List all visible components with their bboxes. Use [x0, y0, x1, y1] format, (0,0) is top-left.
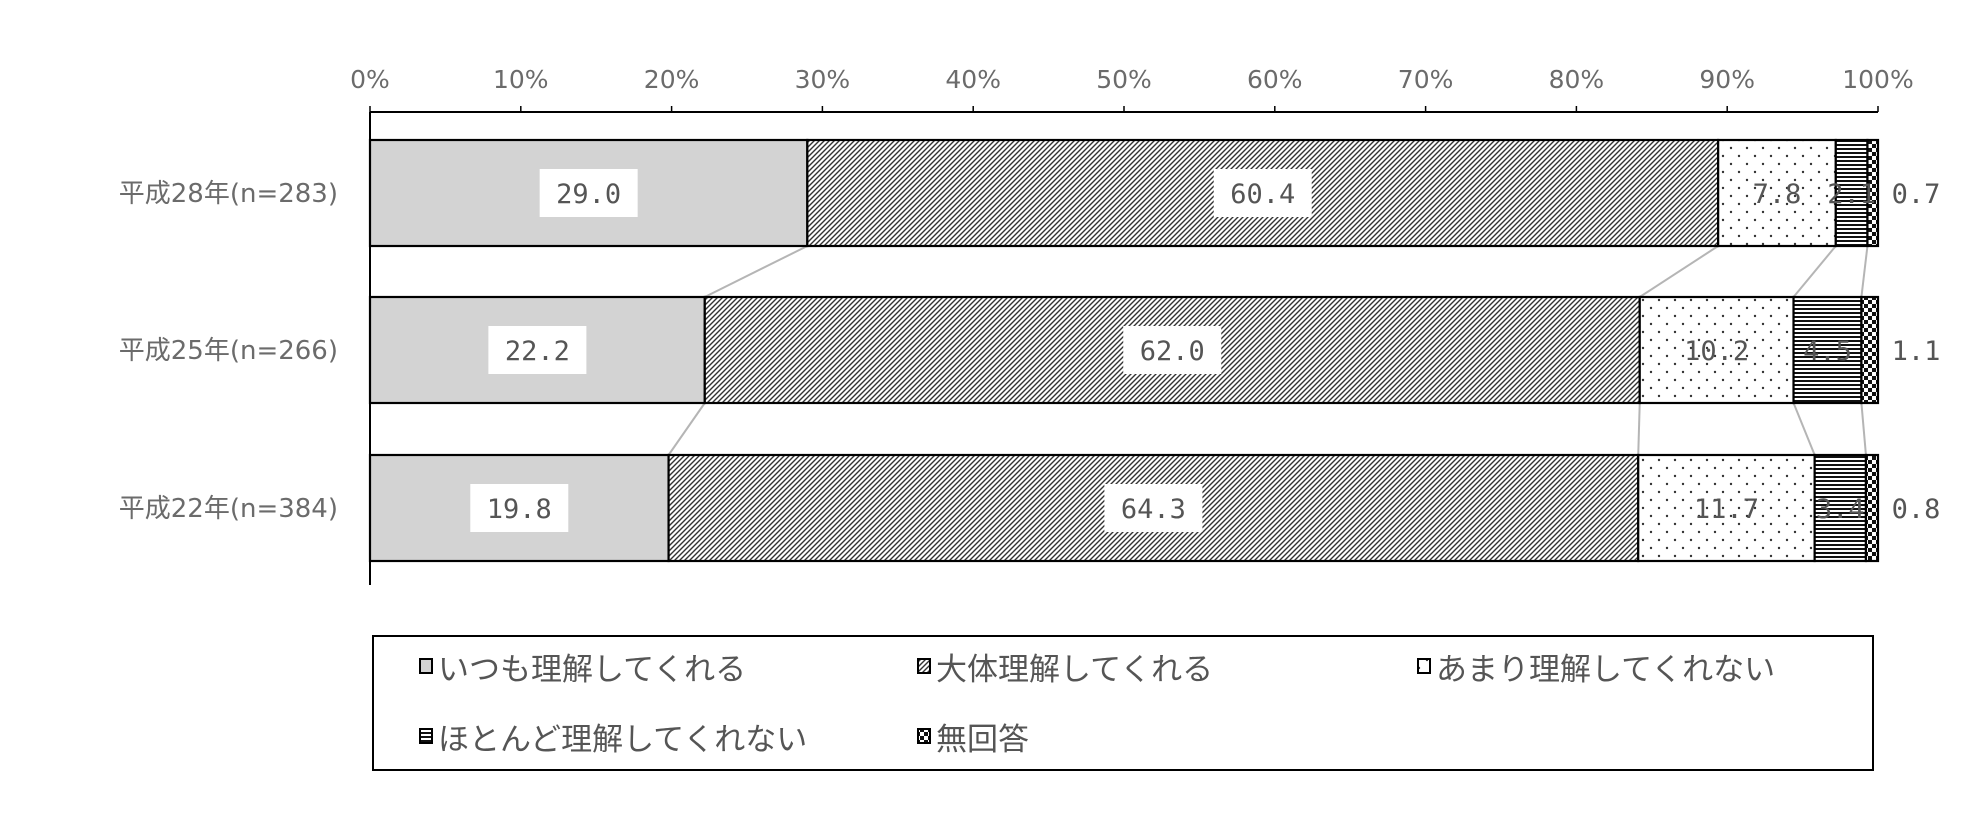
legend-label: あまり理解してくれない — [1436, 652, 1775, 688]
data-label-box — [488, 326, 587, 374]
data-label: 62.0 — [1140, 336, 1205, 367]
category-label: 平成25年(n=266) — [119, 336, 338, 366]
series-connector-line — [667, 402, 706, 456]
bar-segment — [1717, 138, 1837, 248]
data-label-box — [1213, 169, 1312, 217]
category-labels: 平成28年(n=283) 平成25年(n=266) 平成22年(n=384) — [119, 179, 338, 524]
legend-label: ほとんど理解してくれない — [438, 722, 807, 758]
data-label: 0.8 — [1892, 494, 1941, 525]
data-label: 2.1 — [1827, 179, 1876, 210]
x-tick-label: 10% — [493, 65, 549, 94]
data-label: 4.5 — [1803, 336, 1852, 367]
data-label: 3.4 — [1816, 494, 1865, 525]
legend-label: 無回答 — [936, 722, 1029, 758]
bar-segment — [1637, 453, 1816, 563]
legend: いつも理解してくれる 大体理解してくれる あまり理解してくれないほとんど理解してくれ… — [372, 635, 1874, 771]
bar-segment — [1864, 453, 1880, 563]
bar-segment — [1638, 295, 1795, 405]
legend-box — [372, 635, 1874, 771]
series-connector-lines — [667, 245, 1869, 456]
x-tick-label: 20% — [644, 65, 700, 94]
x-tick-label: 90% — [1699, 65, 1755, 94]
data-label-box — [1104, 484, 1203, 532]
legend-swatch — [1417, 658, 1431, 674]
data-label: 22.2 — [505, 336, 570, 367]
x-tick-label: 0% — [350, 65, 390, 94]
legend-swatch — [917, 658, 931, 674]
legend-label: 大体理解してくれる — [936, 652, 1213, 688]
x-axis: 0% 10% 20% 30% 40% 50% 60% 70% 80% 90% 100% — [350, 65, 1914, 585]
category-label: 平成22年(n=384) — [119, 494, 338, 524]
data-label: 19.8 — [487, 494, 552, 525]
data-label: 11.7 — [1694, 494, 1759, 525]
bar-segment — [1860, 295, 1880, 405]
x-tick-label: 80% — [1549, 65, 1605, 94]
data-label: 64.3 — [1121, 494, 1186, 525]
bar-segment — [1813, 453, 1868, 563]
data-label: 10.2 — [1684, 336, 1749, 367]
series-connector-line — [1639, 245, 1719, 298]
x-tick-label: 50% — [1096, 65, 1152, 94]
x-tick-label: 70% — [1398, 65, 1454, 94]
data-label: 60.4 — [1230, 179, 1295, 210]
x-tick-label: 100% — [1842, 65, 1913, 94]
series-connector-line — [1792, 402, 1816, 456]
series-connector-line — [1637, 402, 1641, 456]
x-tick-label: 60% — [1247, 65, 1303, 94]
x-tick-label: 40% — [945, 65, 1001, 94]
category-label: 平成28年(n=283) — [119, 179, 338, 209]
data-label: 7.8 — [1753, 179, 1802, 210]
data-label: 29.0 — [556, 179, 621, 210]
data-label: 0.7 — [1892, 179, 1941, 210]
data-label-box — [539, 169, 638, 217]
data-label-box — [1123, 326, 1222, 374]
data-label-box — [470, 484, 569, 532]
data-labels: 29.0 60.4 7.8 2.1 0.7 22.2 62.0 10.2 4.5 1.1 19.8 6… — [470, 169, 1940, 532]
legend-swatch — [419, 658, 433, 674]
legend-swatch — [917, 728, 931, 744]
bar-segment — [1834, 138, 1869, 248]
bar-segment — [1792, 295, 1863, 405]
series-connector-line — [704, 245, 808, 298]
x-tick-label: 30% — [795, 65, 851, 94]
data-label: 1.1 — [1892, 336, 1941, 367]
legend-label: いつも理解してくれる — [438, 652, 746, 688]
series-connector-line — [1860, 402, 1867, 456]
series-connector-line — [1860, 245, 1869, 298]
legend-swatch — [419, 728, 433, 744]
series-connector-line — [1792, 245, 1837, 298]
bar-segment — [1866, 138, 1880, 248]
